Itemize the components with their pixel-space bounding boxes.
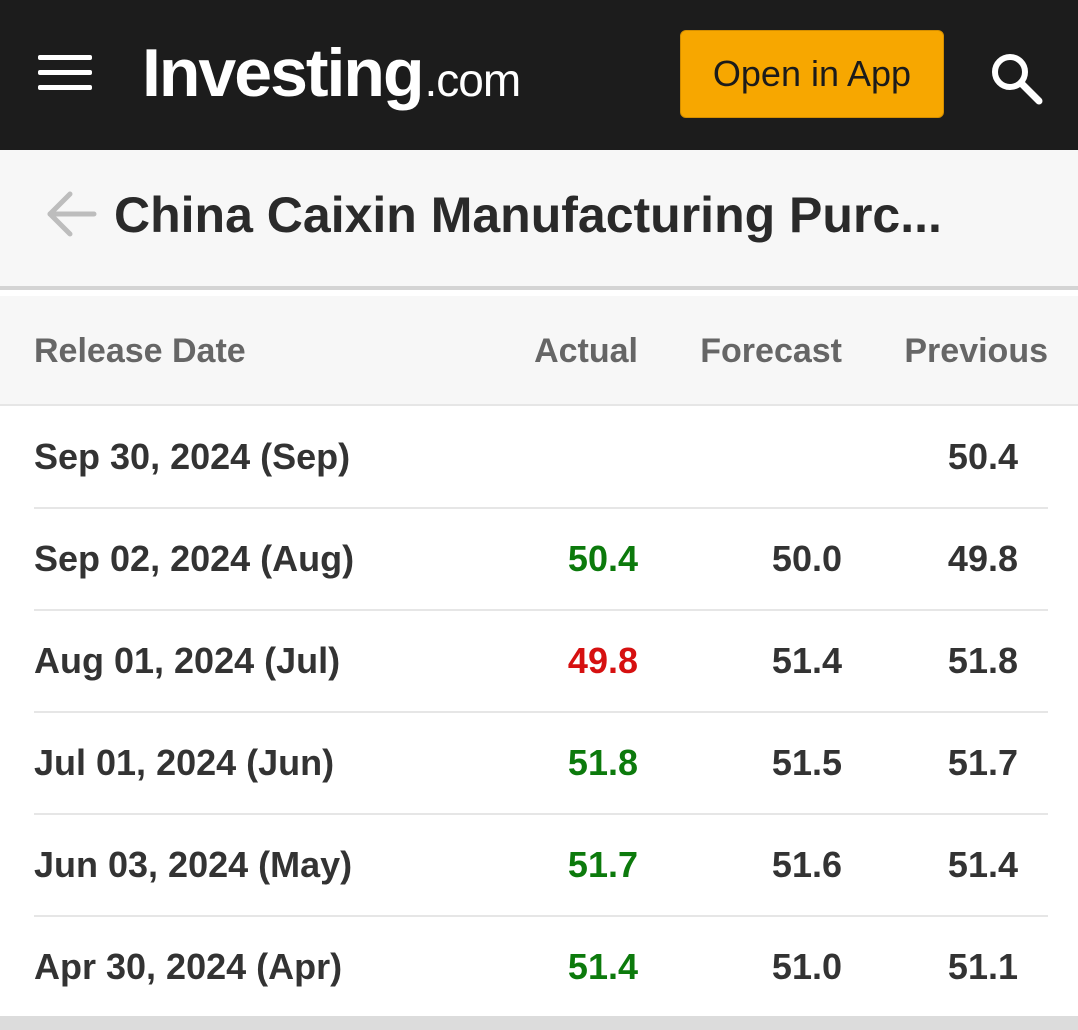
forecast-cell: 51.5 [771,742,842,783]
table-row: Apr 30, 2024 (Apr) 51.4 51.0 51.1 [0,916,1078,1018]
open-in-app-button[interactable]: Open in App [680,30,944,118]
row-divider [34,813,1048,815]
actual-cell: 50.4 [567,538,638,579]
back-arrow-icon[interactable] [44,186,100,242]
table-header [0,296,1078,406]
logo-main-text: Investing [142,35,424,111]
previous-cell: 50.4 [947,436,1018,477]
logo-suffix-text: .com [424,54,522,106]
actual-cell: 49.8 [567,640,638,681]
release-date-cell: Apr 30, 2024 (Apr) [34,946,343,987]
column-header-release-date: Release Date [34,332,246,370]
release-date-cell: Aug 01, 2024 (Jul) [34,640,341,681]
title-bar [0,150,1078,290]
actual-cell: 51.7 [567,844,638,885]
actual-cell: 51.8 [567,742,638,783]
forecast-cell: 51.0 [771,946,842,987]
forecast-cell: 50.0 [771,538,842,579]
column-header-actual: Actual [534,332,638,370]
release-date-cell: Jun 03, 2024 (May) [34,844,353,885]
forecast-cell: 51.4 [771,640,842,681]
row-divider [34,711,1048,713]
investing-logo[interactable]: Investing.com [142,28,522,118]
release-date-cell: Sep 30, 2024 (Sep) [34,436,351,477]
table-row: Jul 01, 2024 (Jun) 51.8 51.5 51.7 [0,712,1078,814]
table-row: Aug 01, 2024 (Jul) 49.8 51.4 51.8 [0,610,1078,712]
table-row: Jun 03, 2024 (May) 51.7 51.6 51.4 [0,814,1078,916]
previous-cell: 51.1 [947,946,1018,987]
row-divider [34,915,1048,917]
release-date-cell: Sep 02, 2024 (Aug) [34,538,355,579]
table-row: Sep 02, 2024 (Aug) 50.4 50.0 49.8 [0,508,1078,610]
previous-cell: 51.8 [947,640,1018,681]
search-icon[interactable] [986,48,1046,108]
page-title: China Caixin Manufacturing Purc... [114,187,942,243]
row-divider [34,507,1048,509]
bottom-divider [0,1016,1078,1030]
actual-cell: 51.4 [567,946,638,987]
previous-cell: 51.4 [947,844,1018,885]
forecast-cell: 51.6 [771,844,842,885]
table-row: Sep 30, 2024 (Sep) 50.4 [0,406,1078,508]
actual-cell [490,406,638,508]
previous-cell: 51.7 [947,742,1018,783]
column-header-previous: Previous [904,332,1048,370]
forecast-cell [690,406,842,508]
menu-icon[interactable] [36,52,94,94]
release-date-cell: Jul 01, 2024 (Jun) [34,742,335,783]
row-divider [34,609,1048,611]
previous-cell: 49.8 [947,538,1018,579]
column-header-forecast: Forecast [700,332,842,370]
